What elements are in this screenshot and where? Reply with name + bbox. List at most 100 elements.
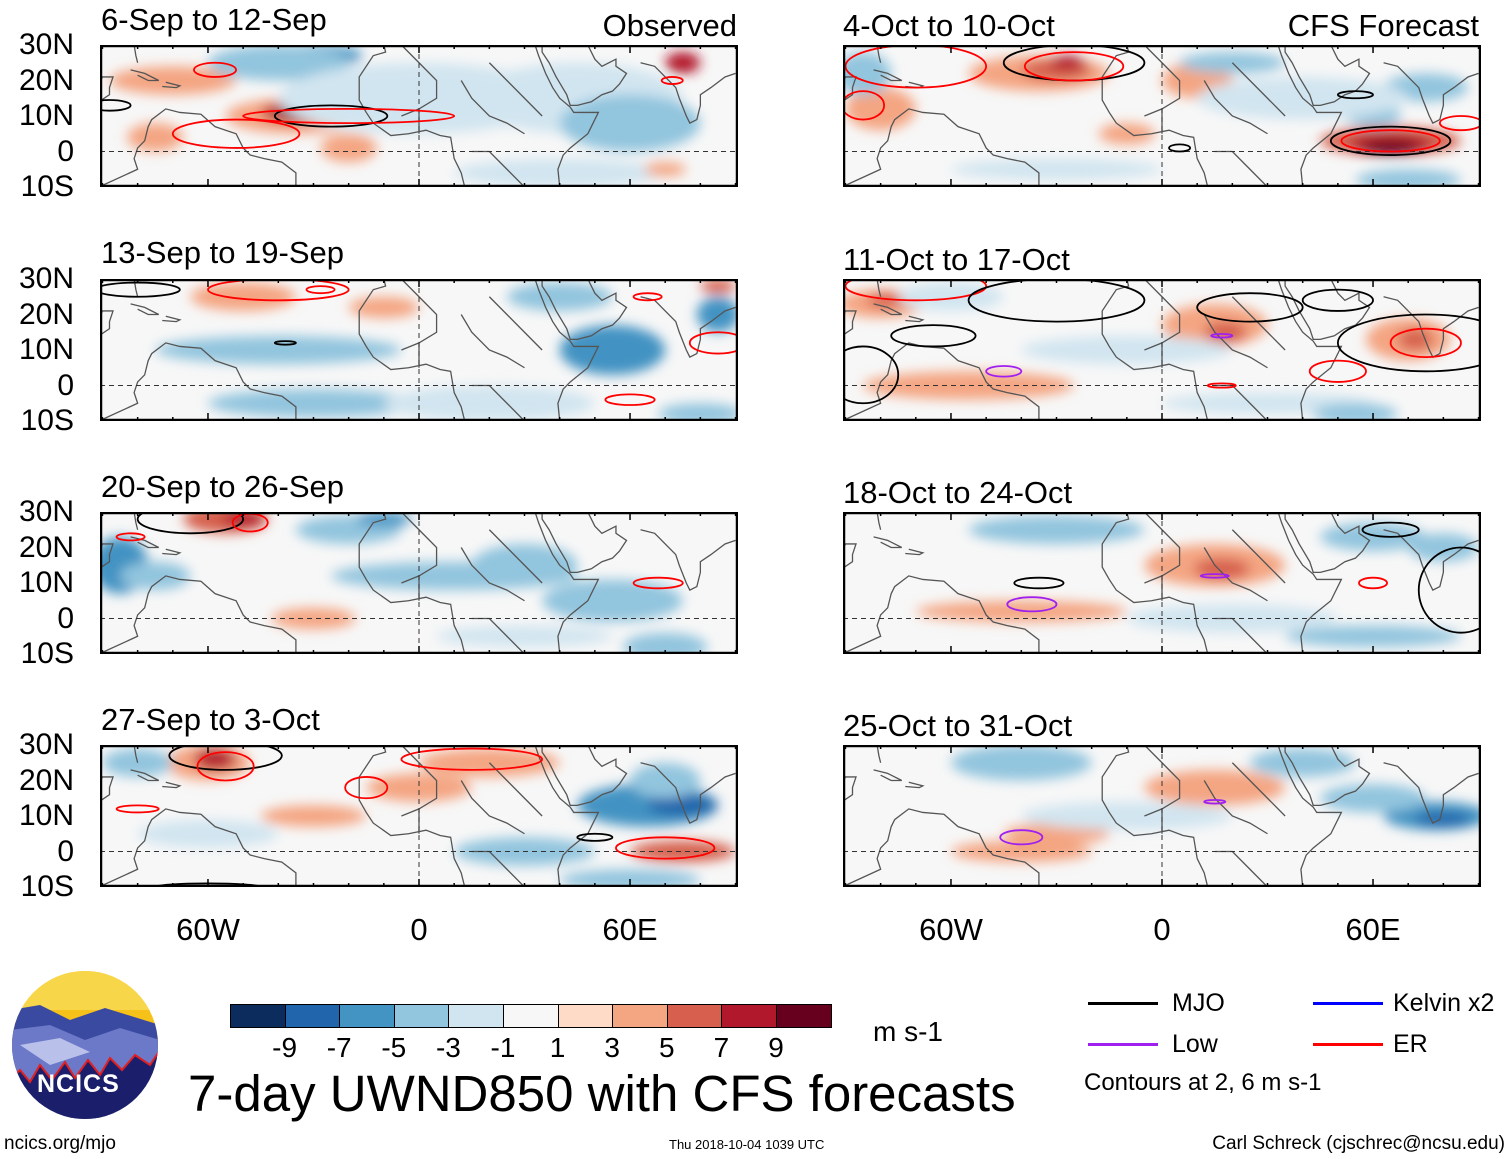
y-tick-label: 30N: [18, 728, 74, 761]
coastline: [905, 315, 925, 323]
mjo-contour: [273, 104, 389, 128]
mjo-contour: [1013, 576, 1065, 590]
coastline: [1277, 745, 1343, 887]
coastline: [1203, 547, 1268, 602]
colorbar-swatch: [448, 1004, 504, 1028]
wind-anomaly-shading: [542, 579, 683, 623]
coastline: [130, 303, 160, 316]
wind-anomaly-shading: [630, 762, 701, 799]
wind-anomaly-shading: [207, 45, 349, 81]
wind-anomaly-shading: [271, 607, 356, 630]
colorbar-swatch: [230, 1004, 286, 1028]
y-tick-label: 30N: [18, 28, 74, 61]
coastline: [843, 808, 1040, 887]
coastline: [400, 745, 438, 817]
x-tick-label: 60W: [176, 912, 240, 947]
mjo-contour: [1329, 125, 1452, 156]
coastline: [876, 512, 882, 530]
panel-title: 6-Sep to 12-Sep: [101, 2, 327, 37]
er-contour: [1438, 115, 1481, 132]
mjo-contour: [1336, 313, 1481, 373]
map-panel: [100, 279, 738, 421]
mjo-contour: [1301, 288, 1374, 312]
coastline: [1143, 745, 1181, 817]
map-panel: [100, 745, 738, 887]
wind-anomaly-shading: [320, 133, 377, 163]
coastline: [358, 512, 466, 654]
coastline: [488, 529, 543, 584]
er-contour: [305, 285, 336, 295]
colorbar-label: -1: [490, 1032, 516, 1063]
y-tick-label: 30N: [18, 262, 74, 295]
er-contour: [171, 118, 301, 149]
contour-note: Contours at 2, 6 m s-1: [1084, 1069, 1322, 1096]
map-panel: [100, 512, 738, 654]
wind-anomaly-shading: [137, 819, 279, 848]
low-contour: [1199, 573, 1230, 579]
panel-title: 27-Sep to 3-Oct: [101, 702, 320, 737]
coastline: [100, 575, 297, 654]
wind-anomaly-shading: [950, 158, 1162, 180]
colorbar-label: 7: [713, 1032, 730, 1063]
er-contour: [615, 836, 716, 860]
x-tick-label: 60W: [919, 912, 983, 947]
mjo-contour: [843, 345, 900, 405]
er-contour: [242, 108, 456, 125]
coastline: [1101, 745, 1209, 887]
coastline: [534, 512, 600, 654]
wind-anomaly-shading: [383, 385, 595, 421]
coastline: [162, 781, 182, 789]
coastline: [873, 69, 903, 82]
y-tick-label: 10S: [20, 170, 74, 203]
wind-anomaly-shading: [1021, 801, 1233, 831]
panel-title: 4-Oct to 10-Oct: [843, 8, 1055, 43]
mjo-contour: [1196, 292, 1304, 323]
y-tick-label: 20N: [18, 63, 74, 97]
wind-anomaly-shading: [968, 515, 1145, 544]
coastline: [488, 62, 543, 117]
er-contour: [1023, 51, 1125, 82]
wind-anomaly-shading: [559, 869, 701, 887]
forecast-label: CFS Forecast: [1287, 8, 1479, 43]
coastline: [488, 296, 543, 351]
wind-anomaly-shading: [630, 840, 736, 863]
wind-anomaly-shading: [950, 840, 1092, 863]
y-tick-label: 20N: [18, 530, 74, 564]
mjo-contour: [168, 745, 283, 771]
coastline: [133, 512, 139, 530]
coastline: [1284, 745, 1371, 806]
coastline: [358, 45, 466, 187]
wind-anomaly-shading: [454, 158, 666, 187]
colorbar-label: -9: [272, 1032, 298, 1063]
er-contour: [688, 331, 738, 355]
coastline: [1203, 80, 1268, 135]
x-tick-label: 60E: [1345, 912, 1401, 947]
mjo-contour: [1361, 521, 1420, 538]
er-contour: [400, 747, 543, 771]
low-contour: [1006, 596, 1058, 613]
map-panel: [843, 45, 1481, 187]
legend-label-kelvin: Kelvin x2: [1393, 989, 1495, 1017]
wind-anomaly-shading: [1362, 140, 1419, 156]
coastline: [1284, 512, 1371, 573]
y-tick-label: 10N: [18, 333, 74, 366]
wind-anomaly-shading: [366, 773, 472, 802]
wind-anomaly-shading: [1320, 784, 1426, 813]
low-contour: [1210, 333, 1234, 339]
wind-anomaly-shading: [644, 162, 687, 177]
colorbar-label: 3: [604, 1032, 620, 1063]
coastline: [358, 279, 466, 421]
wind-anomaly-shading: [190, 282, 296, 311]
timestamp: Thu 2018-10-04 1039 UTC: [669, 1137, 825, 1152]
mjo-contour: [967, 279, 1146, 323]
coastline: [1231, 296, 1286, 351]
wind-anomaly-shading: [109, 66, 237, 95]
author-credit: Carl Schreck (cjschrec@ncsu.edu): [1212, 1133, 1505, 1154]
site-link[interactable]: ncics.org/mjo: [4, 1133, 116, 1154]
mjo-contour: [1168, 143, 1192, 153]
coastline: [1383, 62, 1479, 124]
colorbar-swatch: [557, 1004, 614, 1028]
colorbar-label: -7: [326, 1032, 352, 1063]
er-contour: [843, 90, 886, 121]
map-panel: [843, 512, 1481, 654]
